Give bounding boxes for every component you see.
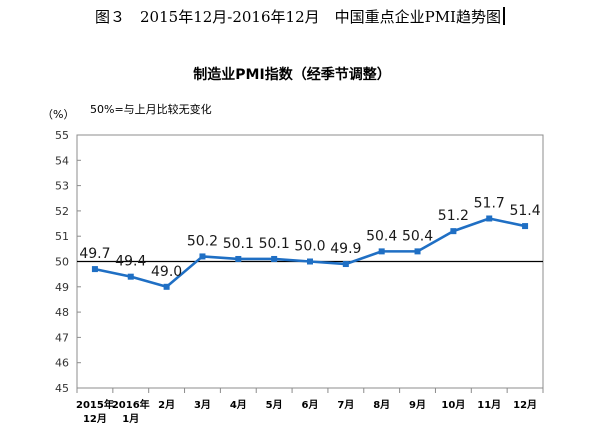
chart-note: 50%=与上月比较无变化 <box>90 102 212 116</box>
text-cursor <box>502 7 505 25</box>
data-point-marker <box>450 228 457 235</box>
y-axis-unit: （%） <box>42 108 74 121</box>
x-tick-label: 11月 <box>477 399 501 411</box>
data-label: 49.0 <box>151 264 182 280</box>
x-tick-label: 2016年 <box>112 398 150 411</box>
y-tick-label: 46 <box>55 357 69 370</box>
data-label: 49.4 <box>115 254 146 270</box>
x-tick-label: 1月 <box>122 413 139 425</box>
data-point-marker <box>271 255 278 262</box>
y-tick-label: 49 <box>55 281 69 294</box>
data-point-marker <box>342 261 349 268</box>
data-point-marker <box>486 215 493 222</box>
data-point-marker <box>522 223 529 230</box>
y-tick-label: 55 <box>55 129 69 142</box>
data-point-marker <box>199 253 206 260</box>
x-tick-label: 12月 <box>83 413 107 425</box>
data-point-marker <box>91 266 98 273</box>
y-tick-label: 52 <box>55 205 69 218</box>
data-point-marker <box>414 248 421 255</box>
y-tick-label: 51 <box>55 230 69 243</box>
x-tick-label: 6月 <box>302 399 319 411</box>
data-label: 51.4 <box>509 203 540 219</box>
data-label: 50.4 <box>366 228 397 244</box>
data-label: 50.4 <box>402 228 433 244</box>
x-tick-label: 2015年 <box>76 398 114 411</box>
figure-title: 图３ 2015年12月-2016年12月 中国重点企业PMI趋势图 <box>0 6 600 27</box>
x-tick-label: 10月 <box>441 399 465 411</box>
data-label: 50.1 <box>223 236 254 252</box>
chart-title: 制造业PMI指数（经季节调整） <box>193 66 390 83</box>
x-tick-label: 12月 <box>513 399 537 411</box>
data-label: 51.2 <box>438 208 469 224</box>
x-tick-label: 7月 <box>337 399 354 411</box>
data-point-marker <box>163 283 170 290</box>
y-tick-label: 48 <box>55 306 69 319</box>
data-point-marker <box>127 273 134 280</box>
y-tick-label: 50 <box>55 256 69 269</box>
x-tick-label: 3月 <box>194 399 211 411</box>
data-point-marker <box>378 248 385 255</box>
data-label: 50.0 <box>294 239 325 255</box>
y-tick-label: 45 <box>55 382 69 395</box>
x-tick-label: 8月 <box>373 399 390 411</box>
data-label: 49.7 <box>79 246 110 262</box>
y-tick-label: 54 <box>55 154 69 167</box>
data-point-marker <box>235 255 242 262</box>
data-label: 50.2 <box>187 233 218 249</box>
x-tick-label: 9月 <box>409 399 426 411</box>
x-tick-label: 5月 <box>266 399 283 411</box>
data-label: 49.9 <box>330 241 361 257</box>
x-tick-label: 4月 <box>230 399 247 411</box>
data-label: 50.1 <box>259 236 290 252</box>
x-tick-label: 2月 <box>158 399 175 411</box>
data-label: 51.7 <box>474 195 505 211</box>
y-tick-label: 53 <box>55 180 69 193</box>
y-tick-label: 47 <box>55 331 69 344</box>
data-point-marker <box>307 258 313 265</box>
